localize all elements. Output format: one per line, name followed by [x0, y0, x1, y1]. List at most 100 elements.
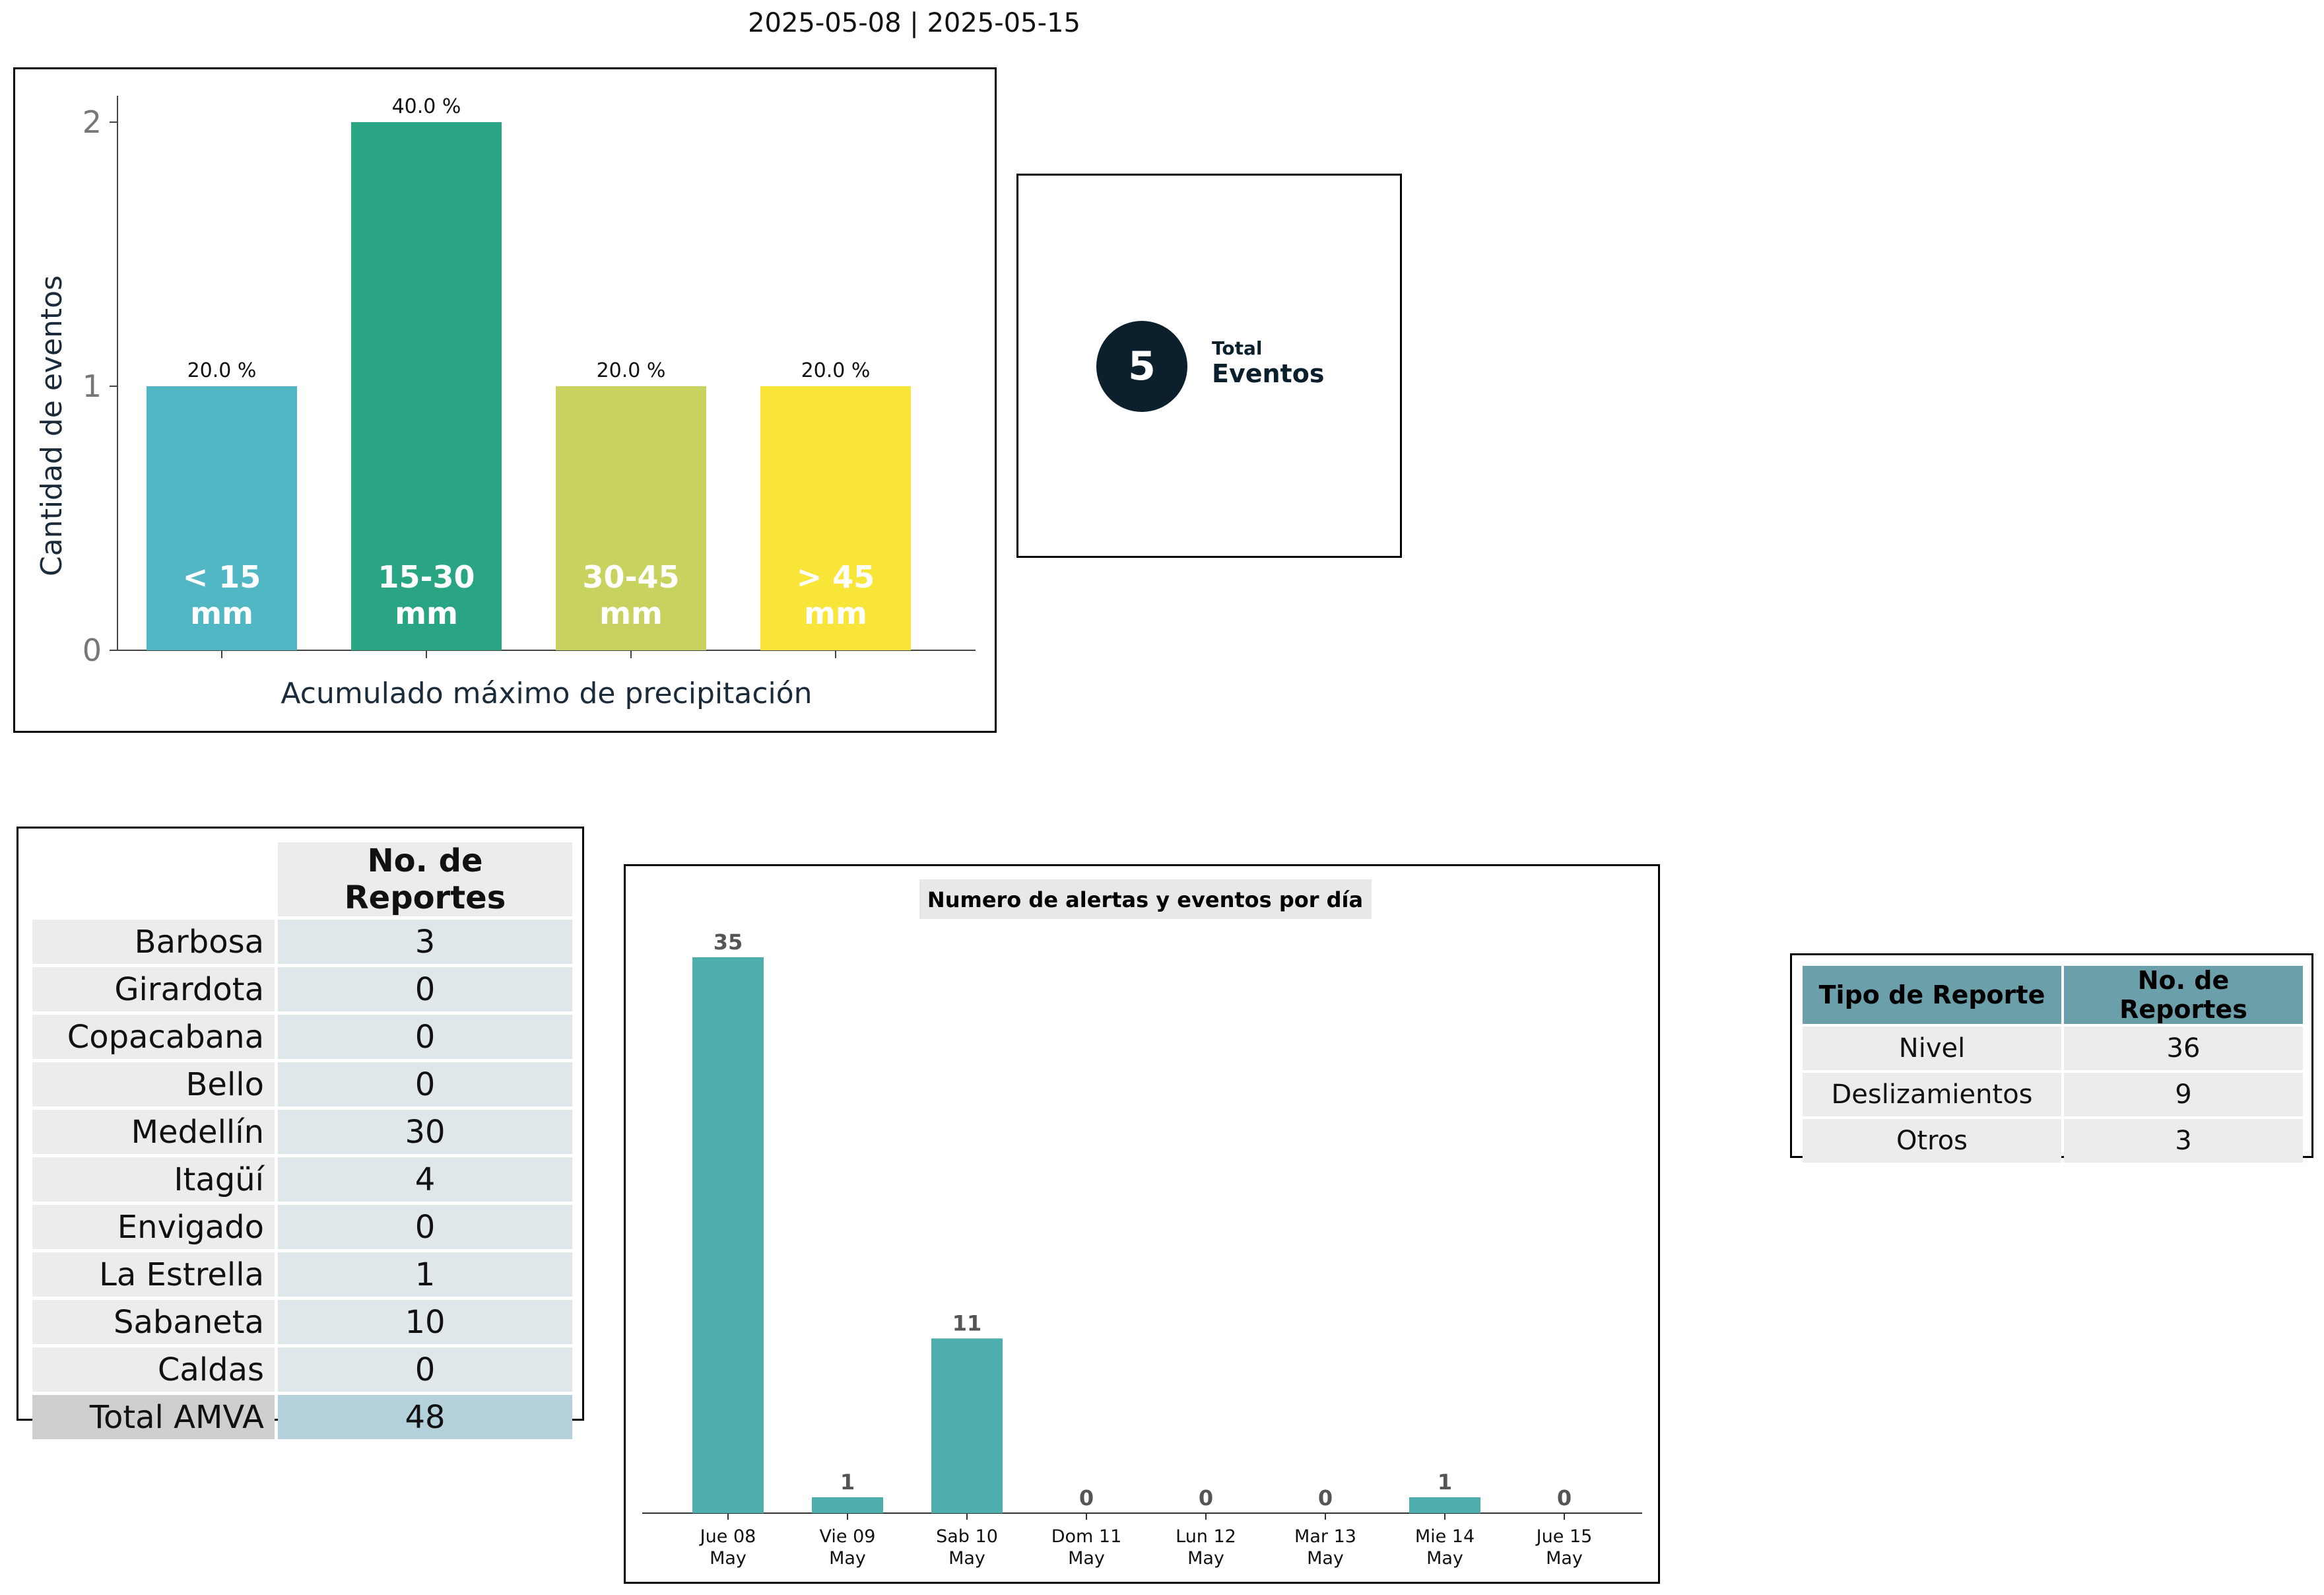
- table-row: Barbosa 3: [32, 920, 572, 964]
- chart-title-background: [919, 879, 1372, 919]
- x-tick-label-month: May: [710, 1548, 747, 1569]
- category-label-unit: mm: [190, 595, 253, 631]
- report-type: Otros: [1803, 1119, 2061, 1163]
- value-label: 1: [1438, 1470, 1452, 1495]
- report-count: 3: [278, 920, 572, 964]
- report-count: 0: [278, 1205, 572, 1249]
- daily-alerts-chart-panel: Numero de alertas y eventos por día 35 Jue…: [624, 864, 1660, 1584]
- table-row: Nivel 36: [1803, 1027, 2303, 1070]
- total-events-badge: 5: [1096, 321, 1187, 412]
- value-label: 0: [1079, 1485, 1094, 1510]
- municipality-name: Sabaneta: [32, 1300, 275, 1344]
- municipality-name: La Estrella: [32, 1252, 275, 1297]
- municipality-name: Itagüí: [32, 1157, 275, 1202]
- value-label: 0: [1199, 1485, 1213, 1510]
- y-tick-label: 2: [83, 104, 102, 140]
- category-label: < 15: [183, 559, 261, 595]
- total-events-card: 5 Total Eventos: [1016, 174, 1402, 558]
- report-count: 30: [278, 1110, 572, 1154]
- table-row: Otros 3: [1803, 1119, 2303, 1163]
- report-type-table: Tipo de Reporte No. de Reportes Nivel 36 Des…: [1800, 963, 2306, 1165]
- report-type-panel: Tipo de Reporte No. de Reportes Nivel 36 Des…: [1790, 953, 2313, 1163]
- total-label: Total AMVA: [32, 1395, 275, 1439]
- total-events-label-small: Total: [1212, 337, 1263, 359]
- value-label: 0: [1557, 1485, 1572, 1510]
- municipality-reports-panel: No. de Reportes Barbosa 3 Girardota 0 Copacab…: [17, 827, 584, 1439]
- municipality-name: Girardota: [32, 967, 275, 1011]
- bar: [692, 957, 764, 1513]
- value-label: 0: [1318, 1485, 1333, 1510]
- table-row: La Estrella 1: [32, 1252, 572, 1297]
- municipality-name: Envigado: [32, 1205, 275, 1249]
- x-tick-label-month: May: [1546, 1548, 1583, 1569]
- table-row: Deslizamientos 9: [1803, 1073, 2303, 1116]
- chart-title-group: Numero de alertas y eventos por día: [919, 879, 1372, 919]
- report-count: 3: [2064, 1119, 2303, 1163]
- report-count: 1: [278, 1252, 572, 1297]
- municipality-name: Barbosa: [32, 920, 275, 964]
- category-label: 30-45: [582, 559, 679, 595]
- chart-title: Numero de alertas y eventos por día: [927, 887, 1363, 912]
- y-axis-label: Cantidad de eventos: [35, 275, 69, 576]
- municipality-name: Caldas: [32, 1347, 275, 1392]
- category-label: 15-30: [378, 559, 475, 595]
- table-row: Itagüí 4: [32, 1157, 572, 1202]
- x-tick-label-month: May: [1187, 1548, 1224, 1569]
- table-total-row: Total AMVA 48: [32, 1395, 572, 1439]
- municipality-name: Copacabana: [32, 1015, 275, 1059]
- table-header-row: Tipo de Reporte No. de Reportes: [1803, 966, 2303, 1024]
- x-tick-label: Vie 09: [820, 1526, 876, 1547]
- report-count: 0: [278, 1015, 572, 1059]
- report-count: 0: [278, 1347, 572, 1392]
- bar: [812, 1497, 883, 1513]
- percent-label: 20.0 %: [801, 359, 871, 382]
- table-row: Envigado 0: [32, 1205, 572, 1249]
- header-blank-cell: [32, 842, 275, 916]
- table-row: Bello 0: [32, 1062, 572, 1106]
- table-header-row: No. de Reportes: [32, 842, 572, 916]
- table-row: Medellín 30: [32, 1110, 572, 1154]
- x-tick-label: Mar 13: [1294, 1526, 1356, 1547]
- x-axis-label: Acumulado máximo de precipitación: [281, 677, 812, 710]
- category-label-unit: mm: [395, 595, 458, 631]
- x-tick-label-month: May: [1426, 1548, 1463, 1569]
- bar: [147, 386, 297, 650]
- category-label: > 45: [797, 559, 875, 595]
- report-count: 0: [278, 1062, 572, 1106]
- header-cell: No. de Reportes: [278, 842, 572, 916]
- x-tick-label-month: May: [829, 1548, 866, 1569]
- report-type: Deslizamientos: [1803, 1073, 2061, 1116]
- report-count: 9: [2064, 1073, 2303, 1116]
- value-label: 11: [952, 1310, 982, 1336]
- header-cell: No. de Reportes: [2064, 966, 2303, 1024]
- page-title: 2025-05-08 | 2025-05-15: [748, 8, 1080, 38]
- x-tick-label-month: May: [1068, 1548, 1105, 1569]
- total-events-label-big: Eventos: [1212, 359, 1325, 388]
- table-row: Caldas 0: [32, 1347, 572, 1392]
- daily-alerts-chart: Numero de alertas y eventos por día 35 Jue…: [642, 879, 1642, 1569]
- report-count: 10: [278, 1300, 572, 1344]
- value-label: 1: [840, 1470, 855, 1495]
- total-count: 48: [278, 1395, 572, 1439]
- table-row: Sabaneta 10: [32, 1300, 572, 1344]
- bar: [760, 386, 911, 650]
- table-row: Copacabana 0: [32, 1015, 572, 1059]
- report-count: 0: [278, 967, 572, 1011]
- report-count: 36: [2064, 1027, 2303, 1070]
- report-count: 4: [278, 1157, 572, 1202]
- category-label-unit: mm: [599, 595, 663, 631]
- x-tick-label: Sab 10: [936, 1526, 998, 1547]
- x-tick-label-month: May: [948, 1548, 985, 1569]
- municipality-name: Medellín: [32, 1110, 275, 1154]
- bar: [931, 1338, 1003, 1513]
- bar: [556, 386, 706, 650]
- value-label: 35: [714, 930, 743, 955]
- y-tick-label: 1: [83, 368, 102, 404]
- precipitation-chart: 0 1 2 Cantidad de eventos Acumulado máximo d…: [35, 95, 976, 710]
- x-tick-label: Jue 15: [1535, 1526, 1593, 1547]
- bar: [351, 122, 502, 650]
- y-tick-label: 0: [83, 632, 102, 668]
- x-tick-label-month: May: [1307, 1548, 1344, 1569]
- x-tick-label: Lun 12: [1176, 1526, 1236, 1547]
- x-tick-label: Dom 11: [1051, 1526, 1122, 1547]
